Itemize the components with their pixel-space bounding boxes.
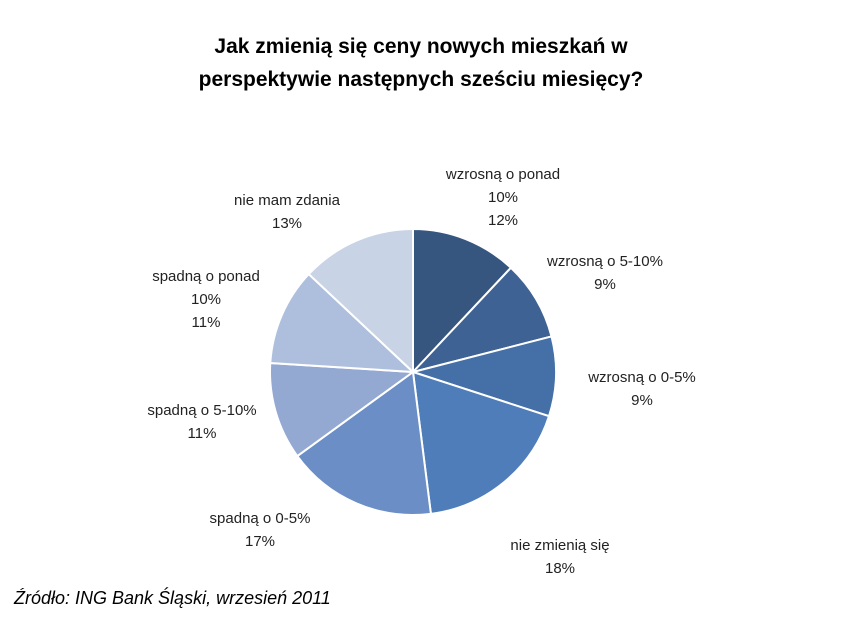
label-spadna-ponad-10: spadną o ponad 10% 11% [152,268,260,331]
chart-title-line-2: perspektywie następnych sześciu miesięcy… [198,68,644,91]
label-wzrosna-ponad-10: wzrosną o ponad 10% 12% [445,166,561,229]
label-spadna-0-5: spadną o 0-5% 17% [209,510,311,550]
label-wzrosna-0-5: wzrosną o 0-5% 9% [588,369,696,409]
label-nie-mam-zdania: nie mam zdania 13% [234,192,340,232]
chart-title: Jak zmienią się ceny nowych mieszkań w p… [0,30,842,96]
label-nie-zmienia-sie: nie zmienią się 18% [510,537,610,577]
pie-slice-wzrosna-0-5 [409,335,558,418]
source-note: Źródło: ING Bank Śląski, wrzesień 2011 [14,588,331,608]
pie-slice-spadna-ponad-10 [269,272,416,374]
pie-slice-wzrosna-ponad-10 [412,227,513,375]
label-spadna-5-10: spadną o 5-10% 11% [147,402,257,442]
pie-slice-spadna-5-10 [269,361,416,458]
chart-title-line-1: Jak zmienią się ceny nowych mieszkań w [214,35,628,58]
pie-slice-nie-mam-zdania [307,227,414,375]
pie-slice-spadna-0-5 [295,370,433,516]
label-wzrosna-5-10: wzrosną o 5-10% 9% [547,253,663,293]
pie-slice-nie-zmienia-sie [411,370,551,515]
pie-slice-wzrosna-5-10 [409,266,553,374]
